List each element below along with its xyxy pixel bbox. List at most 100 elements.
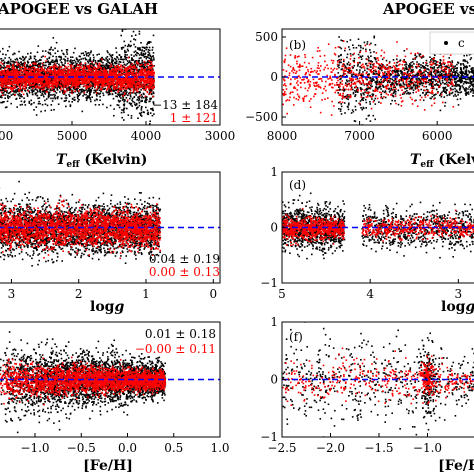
data-point [89, 89, 91, 91]
data-point [114, 68, 117, 70]
data-point [136, 91, 139, 94]
data-point [120, 47, 123, 49]
data-point [115, 95, 117, 97]
data-point [102, 78, 105, 81]
data-point [77, 97, 79, 100]
data-point [137, 84, 140, 87]
data-point [118, 61, 121, 63]
data-point [71, 84, 74, 87]
data-point [7, 67, 10, 70]
data-point [63, 64, 65, 66]
data-point [138, 30, 141, 33]
data-point [85, 88, 88, 91]
data-point [42, 86, 45, 88]
data-point [149, 85, 151, 88]
data-point [91, 68, 93, 71]
data-point [20, 100, 23, 103]
data-point [98, 68, 101, 71]
data-point [146, 43, 148, 46]
data-point [98, 69, 101, 72]
data-point [30, 71, 32, 73]
data-point [4, 86, 6, 88]
data-point [1, 83, 3, 85]
data-point [102, 94, 105, 97]
data-point [46, 81, 49, 84]
data-point [22, 85, 24, 87]
data-point [75, 76, 78, 79]
data-point [86, 83, 89, 86]
data-point [68, 89, 70, 91]
data-point [148, 52, 151, 54]
data-point [107, 65, 110, 68]
data-point [114, 69, 117, 71]
data-point [51, 88, 53, 90]
data-point [95, 79, 97, 82]
data-point [123, 77, 126, 79]
data-point [136, 61, 138, 63]
data-point [8, 67, 11, 70]
data-point [115, 71, 117, 74]
data-point [119, 83, 122, 86]
data-point [114, 66, 117, 69]
data-point [119, 88, 121, 91]
data-point [122, 95, 125, 97]
data-point [99, 99, 101, 101]
data-point [146, 74, 149, 76]
data-point [153, 85, 155, 88]
data-point [81, 68, 84, 70]
data-point [151, 108, 154, 111]
data-point [148, 57, 150, 60]
data-point [54, 59, 57, 62]
data-point [88, 87, 91, 90]
data-point [40, 66, 43, 68]
data-point [1, 66, 3, 69]
data-point [27, 52, 29, 55]
data-point [119, 95, 121, 98]
data-point [0, 96, 1, 98]
data-point [60, 83, 63, 86]
data-point [5, 53, 7, 56]
data-point [69, 60, 72, 62]
data-point [22, 69, 25, 71]
data-point [67, 65, 70, 68]
data-point [1, 60, 3, 62]
data-point [92, 74, 95, 77]
data-point [68, 86, 70, 88]
data-point [110, 90, 113, 93]
data-point [51, 59, 53, 62]
data-point [38, 100, 40, 103]
data-point [104, 64, 106, 67]
data-point [120, 90, 122, 93]
data-point [21, 74, 24, 76]
data-point [39, 102, 41, 105]
data-point [55, 85, 58, 87]
data-point [138, 59, 140, 62]
data-point [113, 88, 116, 90]
data-point [10, 82, 12, 84]
data-point [95, 92, 98, 94]
data-point [15, 97, 18, 100]
data-point [18, 93, 21, 95]
data-point [131, 99, 133, 102]
data-point [151, 66, 154, 68]
data-point [80, 91, 82, 94]
data-point [78, 59, 81, 61]
data-point [86, 96, 89, 98]
data-point [125, 71, 128, 74]
data-point [124, 86, 126, 89]
data-point [61, 89, 63, 92]
data-point [14, 86, 17, 89]
data-point [36, 84, 39, 87]
data-point [48, 80, 51, 83]
data-point [118, 71, 121, 73]
data-point [88, 96, 90, 99]
data-point [115, 89, 118, 92]
data-point [71, 62, 74, 64]
data-point [37, 90, 39, 93]
data-point [83, 77, 85, 80]
data-point [33, 90, 35, 92]
data-point [59, 87, 61, 89]
data-point [147, 51, 149, 53]
data-point [53, 96, 56, 98]
data-point [101, 80, 103, 83]
